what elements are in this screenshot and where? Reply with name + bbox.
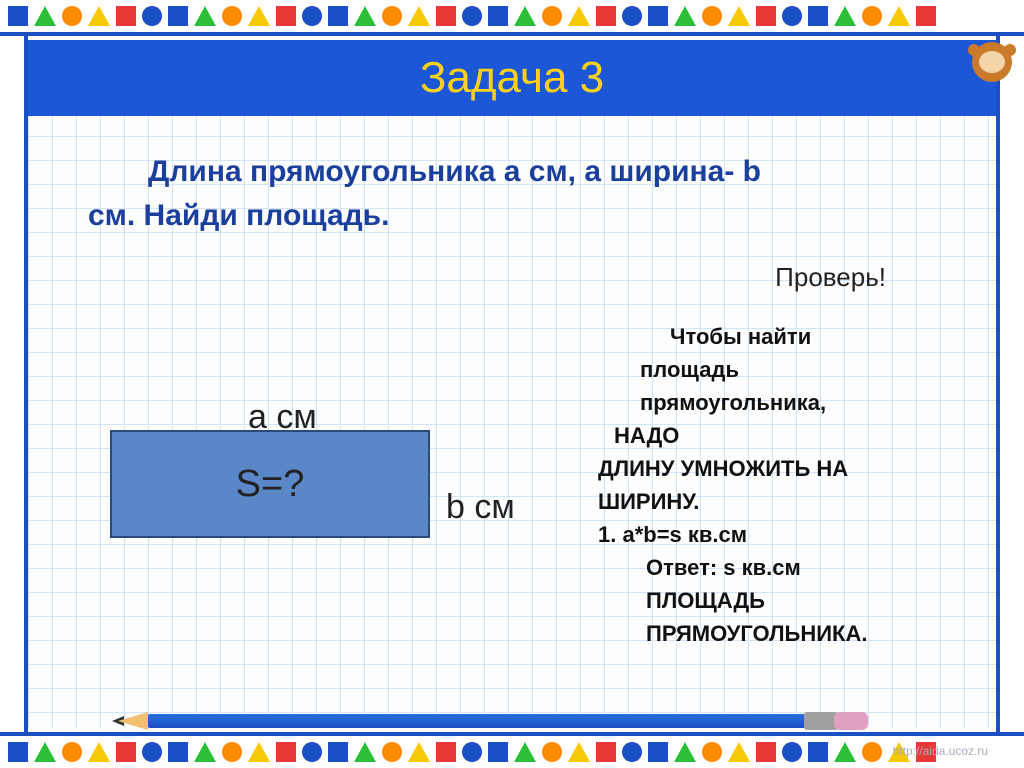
exp-line: надо xyxy=(598,419,956,452)
right-border xyxy=(996,36,1024,732)
exp-line: площадь xyxy=(598,353,956,386)
problem-line2: см. Найди площадь. xyxy=(88,199,389,232)
grid-background: Задача 3 Длина прямоугольника а см, а ши… xyxy=(28,40,996,728)
dimension-b-label: b см xyxy=(446,488,515,527)
problem-statement: Длина прямоугольника а см, а ширина- b с… xyxy=(88,150,916,237)
title-bar: Задача 3 xyxy=(28,40,996,116)
check-label: Проверь! xyxy=(775,262,886,293)
area-question-label: S=? xyxy=(236,463,305,506)
exp-line: ширину. xyxy=(598,485,956,518)
rectangle-diagram: S=? xyxy=(110,430,430,538)
pencil-icon xyxy=(108,708,868,734)
slide: Задача 3 Длина прямоугольника а см, а ши… xyxy=(0,0,1024,768)
page-title: Задача 3 xyxy=(420,53,604,103)
explanation-block: Чтобы найти площадь прямоугольника, надо… xyxy=(598,320,956,650)
shapes-left xyxy=(8,6,936,26)
monkey-icon xyxy=(972,42,1018,88)
exp-line: 1. a*b=s кв.см xyxy=(598,518,956,551)
exp-line: прямоугольника. xyxy=(598,617,956,650)
exp-line: Чтобы найти xyxy=(598,320,956,353)
left-border xyxy=(0,36,28,732)
top-shape-border xyxy=(0,0,1024,36)
exp-line: Ответ: s кв.см xyxy=(598,551,956,584)
shapes-bottom xyxy=(8,742,936,762)
rectangle-shape: S=? xyxy=(110,430,430,538)
exp-line: длину умножить на xyxy=(598,452,956,485)
watermark: http://aida.ucoz.ru xyxy=(893,744,988,758)
bottom-shape-border xyxy=(0,732,1024,768)
problem-line1: Длина прямоугольника а см, а ширина- b xyxy=(88,150,761,194)
exp-line: площадь xyxy=(598,584,956,617)
exp-line: прямоугольника, xyxy=(598,386,956,419)
